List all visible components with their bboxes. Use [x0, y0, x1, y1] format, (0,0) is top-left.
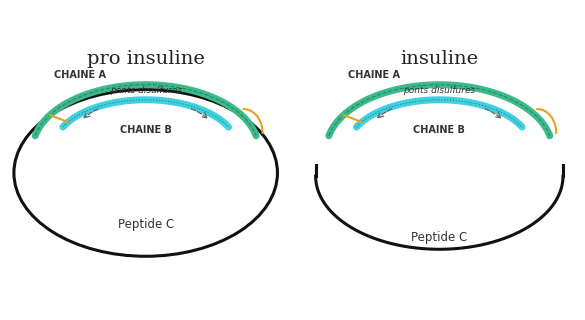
Text: insuline: insuline [400, 50, 479, 68]
Text: CHAINE B: CHAINE B [414, 125, 465, 135]
Text: CHAINE A: CHAINE A [348, 70, 400, 80]
Text: ponts disulfures: ponts disulfures [403, 86, 476, 95]
Text: CHAINE B: CHAINE B [120, 125, 171, 135]
Text: CHAINE A: CHAINE A [54, 70, 106, 80]
Text: pro insuline: pro insuline [87, 50, 205, 68]
Text: Peptide C: Peptide C [411, 231, 467, 244]
Text: Peptide C: Peptide C [118, 218, 174, 231]
Text: ponts disulfures: ponts disulfures [109, 86, 182, 95]
